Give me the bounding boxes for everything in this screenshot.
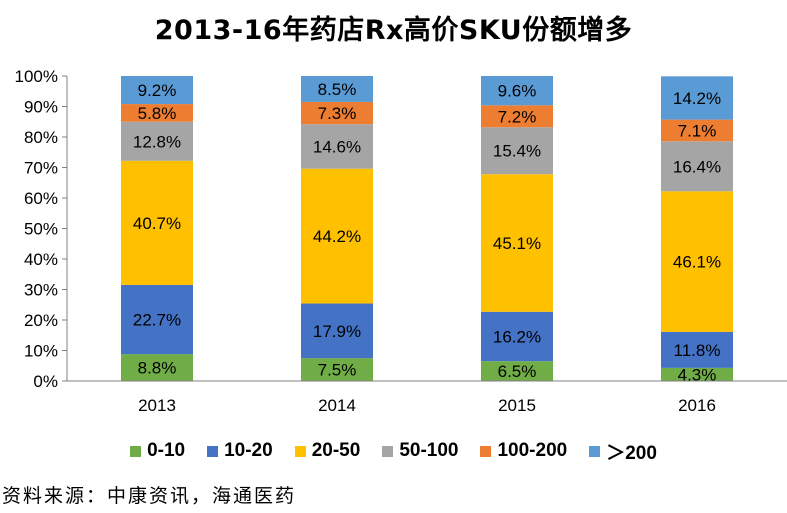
bar-segment (301, 358, 373, 381)
legend-item: 0-10 (130, 440, 185, 462)
bar-segment (121, 160, 193, 285)
y-axis: 0% 10% 20% 30% 40% 50% 60% 70% 80% 90% 100% (15, 67, 68, 391)
legend-swatch (294, 445, 306, 457)
bar-segment (301, 124, 373, 169)
bar-segment (481, 174, 553, 312)
bar-segment (481, 76, 553, 106)
segment-labels: 8.8% 22.7% 40.7% 12.8% 5.8% 9.2% 7.5% 17.9% 44.2… (133, 80, 721, 384)
data-label: 9.2% (138, 81, 177, 100)
data-label: 6.5% (498, 362, 537, 381)
y-tick-label: 30% (24, 281, 58, 300)
y-tick-label: 60% (24, 189, 58, 208)
y-tick-label: 80% (24, 128, 58, 147)
legend-swatch (130, 445, 142, 457)
data-label: 7.1% (678, 121, 717, 140)
data-label: 44.2% (313, 227, 361, 246)
data-label: 5.8% (138, 104, 177, 123)
legend-label: ＞200 (606, 442, 657, 464)
data-label: 14.2% (673, 89, 721, 108)
legend: 0-10 10-20 20-50 50-100 100-200 ＞200 (0, 437, 787, 465)
legend-item: 50-100 (382, 440, 458, 462)
legend-item: 10-20 (207, 440, 273, 462)
legend-item: 100-200 (480, 440, 567, 462)
data-label: 4.3% (678, 365, 717, 384)
data-label: 16.4% (673, 157, 721, 176)
legend-item: ＞200 (589, 438, 657, 465)
bar-segment (481, 311, 553, 362)
data-label: 15.4% (493, 142, 541, 161)
data-label: 11.8% (674, 341, 721, 360)
data-label: 7.3% (318, 104, 357, 123)
bar-segment (301, 76, 373, 102)
y-tick-label: 0% (33, 372, 58, 391)
bar-segment (661, 141, 733, 192)
legend-item: 20-50 (294, 440, 361, 462)
bar-segment (301, 303, 373, 359)
x-tick-label: 2015 (498, 396, 536, 415)
y-tick-label: 100% (15, 67, 58, 86)
x-tick-label: 2016 (678, 396, 716, 415)
bar-segment (301, 101, 373, 125)
bars (121, 76, 733, 381)
data-label: 22.7% (133, 311, 181, 330)
legend-label: 0-10 (147, 440, 186, 461)
bar-segment (121, 104, 193, 122)
legend-swatch (382, 445, 394, 457)
x-axis: 2013 2014 2015 2016 (67, 380, 787, 415)
data-label: 8.8% (138, 359, 177, 378)
legend-swatch (480, 445, 492, 457)
legend-swatch (589, 445, 601, 457)
bar-segment (121, 121, 193, 161)
source-note: 资料来源：中康资讯，海通医药 (2, 485, 297, 507)
bar-segment (661, 191, 733, 332)
data-label: 9.6% (498, 82, 537, 101)
bar-segment (481, 361, 553, 381)
y-tick-label: 50% (24, 220, 58, 239)
bar-segment (661, 367, 733, 381)
bar-segment (661, 119, 733, 142)
bar-segment (121, 354, 193, 381)
data-label: 16.2% (493, 327, 541, 346)
data-label: 8.5% (318, 80, 357, 99)
data-label: 45.1% (493, 234, 541, 253)
y-tick-label: 90% (24, 98, 58, 117)
data-label: 40.7% (133, 214, 181, 233)
y-tick-label: 20% (24, 311, 58, 330)
data-label: 7.2% (498, 107, 537, 126)
bar-segment (661, 331, 733, 368)
bar-segment (661, 76, 733, 120)
data-label: 12.8% (133, 132, 181, 151)
y-tick-label: 10% (24, 342, 58, 361)
legend-label: 100-200 (497, 440, 568, 461)
chart-title: 2013-16年药店Rx高价SKU份额增多 (154, 15, 633, 46)
bar-segment (121, 284, 193, 355)
data-label: 46.1% (673, 253, 721, 272)
bar-segment (481, 127, 553, 175)
data-label: 14.6% (313, 137, 361, 156)
data-label: 17.9% (313, 322, 361, 341)
bar-segment (121, 76, 193, 105)
legend-label: 50-100 (399, 440, 459, 461)
stacked-bar-chart: 0% 10% 20% 30% 40% 50% 60% 70% 80% 90% 100% 8.8% 22… (15, 67, 787, 415)
legend-label: 10-20 (224, 440, 273, 461)
y-tick-label: 40% (24, 250, 58, 269)
legend-label: 20-50 (311, 440, 361, 461)
x-tick-label: 2013 (138, 396, 176, 415)
y-tick-label: 70% (24, 159, 58, 178)
bar-segment (301, 168, 373, 304)
legend-swatch (207, 445, 219, 457)
data-label: 7.5% (318, 361, 357, 380)
x-tick-label: 2014 (318, 396, 356, 415)
bar-segment (481, 105, 553, 128)
